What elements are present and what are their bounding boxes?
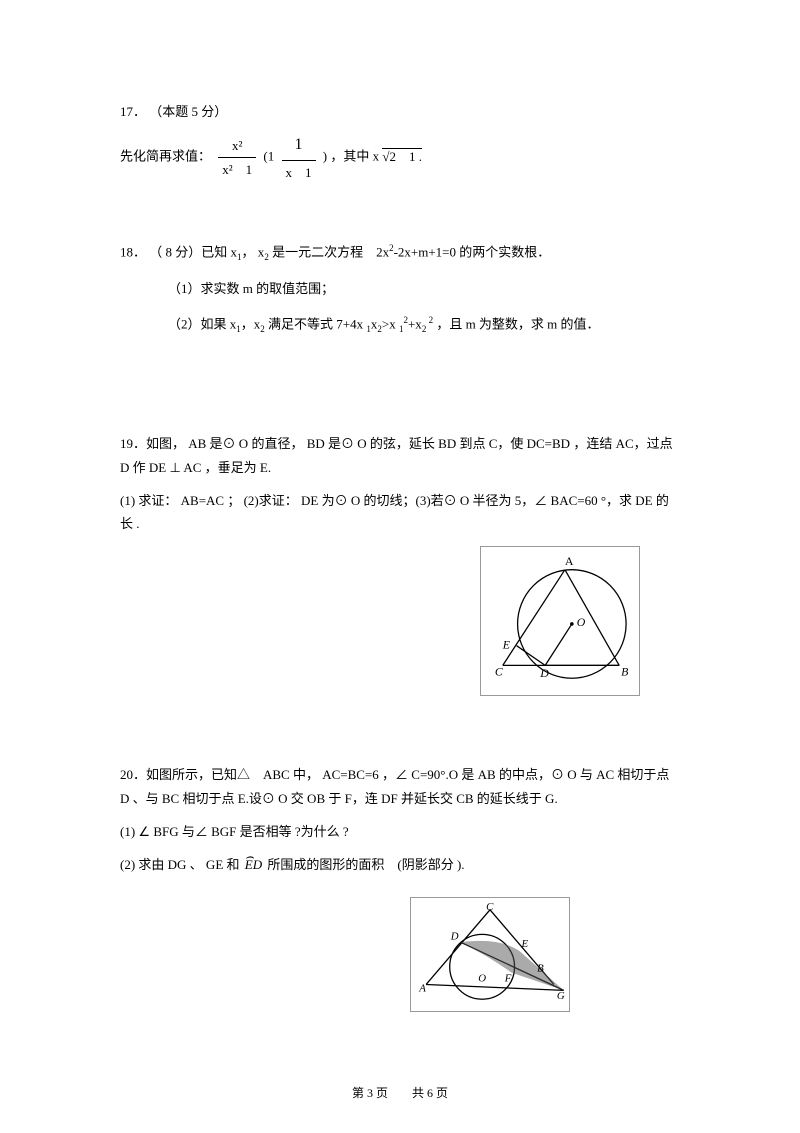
- q19-diagram: A O E C D B: [480, 546, 640, 696]
- arc-ed-text: ED: [245, 857, 262, 872]
- pager-prefix: 第: [352, 1086, 364, 1100]
- q18-l1b: ， x: [242, 244, 265, 259]
- problem-18-header: 18． （ 8 分）已知 x1， x2 是一元二次方程 2x2-2x+m+1=0…: [120, 240, 680, 265]
- q20-label-c: C: [486, 900, 494, 912]
- q18-s2g: ，且 m 为整数，求 m 的值．: [433, 316, 599, 331]
- q18-points: （ 8 分）: [149, 244, 201, 259]
- q18-s2a: （2）如果 x: [168, 316, 236, 331]
- q19-label-c: C: [495, 664, 503, 678]
- q17-sqrt: √: [382, 148, 389, 164]
- problem-20-line2: (1) ∠ BFG 与∠ BGF 是否相等 ?为什么 ?: [120, 820, 680, 843]
- q18-s2b: ，x: [241, 316, 261, 331]
- problem-20-line1: 20．如图所示，已知△ ABC 中， AC=BC=6 ，∠ C=90°.O 是 …: [120, 763, 680, 810]
- q20-l3b: 所围成的图形的面积 (阴影部分 ).: [267, 857, 464, 872]
- problem-18: 18． （ 8 分）已知 x1， x2 是一元二次方程 2x2-2x+m+1=0…: [120, 240, 680, 338]
- q18-l1c: 是一元二次方程 2x: [269, 244, 389, 259]
- q19-label-o: O: [577, 615, 586, 629]
- pager-total: 6: [427, 1086, 433, 1100]
- q18-s2f: +x: [408, 316, 422, 331]
- q18-s2c: 满足不等式 7+4x: [265, 316, 367, 331]
- q19-diagram-container: A O E C D B: [120, 546, 680, 703]
- q19-l1: ．如图， AB 是⊙ O 的直径， BD 是⊙ O 的弦，延长 BD 到点 C，…: [120, 436, 673, 474]
- q20-l3a: (2) 求由 DG 、 GE 和: [120, 857, 240, 872]
- problem-19: 19．如图， AB 是⊙ O 的直径， BD 是⊙ O 的弦，延长 BD 到点 …: [120, 432, 680, 703]
- q20-shaded-region: [461, 941, 564, 990]
- q20-label-b: B: [537, 962, 544, 974]
- q20-label-d: D: [450, 930, 459, 942]
- q17-mid: (1: [263, 149, 274, 164]
- problem-17: 17． （本题 5 分） 先化简再求值： x² x² 1 (1 1 x 1 ) …: [120, 100, 680, 185]
- q17-frac1-num: x²: [218, 134, 256, 157]
- q20-label-o: O: [478, 972, 486, 984]
- q17-prefix: 先化简再求值：: [120, 149, 211, 164]
- q18-l1d: -2x+m+1=0 的两个实数根．: [394, 244, 551, 259]
- problem-20: 20．如图所示，已知△ ABC 中， AC=BC=6 ，∠ C=90°.O 是 …: [120, 763, 680, 1019]
- arc-ed-icon: ED: [243, 853, 264, 876]
- q17-frac2-den: x 1: [282, 160, 316, 184]
- q18-sub2: （2）如果 x1，x2 满足不等式 7+4x 1x2>x 12+x2 2 ，且 …: [120, 312, 680, 337]
- pager-suffix: 页: [436, 1086, 448, 1100]
- q18-s2e: >x: [382, 316, 399, 331]
- q17-num: 17: [120, 104, 133, 119]
- q17-close: ) ，其中 x: [323, 149, 379, 164]
- q20-num: 20: [120, 767, 133, 782]
- q20-label-a: A: [418, 982, 426, 994]
- q18-sub1: （1）求实数 m 的取值范围；: [120, 277, 680, 300]
- q20-diagram: C D E A O F B G: [410, 897, 570, 1012]
- problem-20-line3: (2) 求由 DG 、 GE 和 ED 所围成的图形的面积 (阴影部分 ).: [120, 853, 680, 876]
- q17-frac2-num: 1: [282, 131, 316, 160]
- pager-current: 3: [367, 1086, 373, 1100]
- q19-num: 19: [120, 436, 133, 451]
- problem-17-body: 先化简再求值： x² x² 1 (1 1 x 1 ) ，其中 x √2 1 .: [120, 131, 680, 184]
- problem-19-line2: (1) 求证： AB=AC ； (2)求证： DE 为⊙ O 的切线；(3)若⊙…: [120, 489, 680, 536]
- pager: 第 3 页 共 6 页: [0, 1083, 800, 1105]
- q18-l1a: 已知 x: [201, 244, 237, 259]
- q20-label-e: E: [520, 938, 528, 950]
- q20-diagram-container: C D E A O F B G: [120, 897, 680, 1019]
- q18-num: 18: [120, 244, 133, 259]
- q20-label-g: G: [557, 990, 565, 1002]
- q17-tail: 2 1 .: [390, 148, 423, 164]
- q19-label-a: A: [565, 554, 574, 568]
- q17-points: （本题 5 分）: [149, 104, 227, 119]
- q17-frac1-den: x² 1: [218, 157, 256, 181]
- q19-label-d: D: [539, 666, 549, 680]
- q19-label-b: B: [621, 664, 628, 678]
- pager-mid: 页 共: [376, 1086, 424, 1100]
- q17-frac2: 1 x 1: [282, 131, 316, 184]
- q20-l1: ．如图所示，已知△ ABC 中， AC=BC=6 ，∠ C=90°.O 是 AB…: [120, 767, 669, 805]
- problem-19-line1: 19．如图， AB 是⊙ O 的直径， BD 是⊙ O 的弦，延长 BD 到点 …: [120, 432, 680, 479]
- q17-frac1: x² x² 1: [218, 134, 256, 182]
- q19-label-e: E: [502, 637, 511, 651]
- q20-label-f: F: [504, 972, 512, 984]
- problem-17-header: 17． （本题 5 分）: [120, 100, 680, 123]
